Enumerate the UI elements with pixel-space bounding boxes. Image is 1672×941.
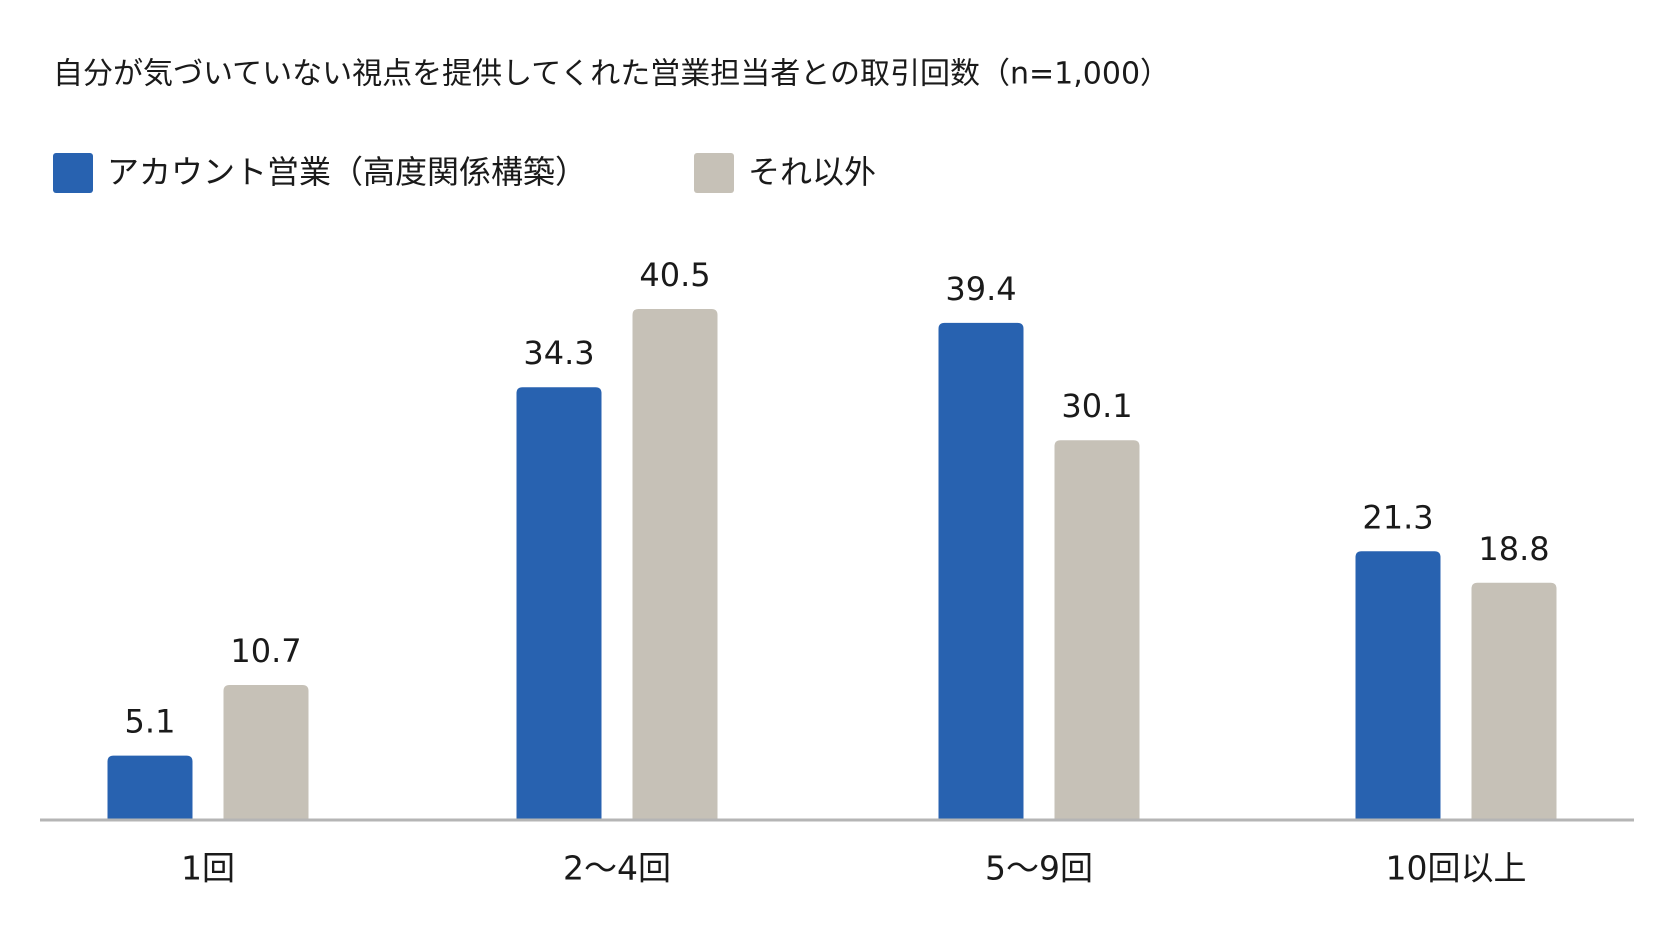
value-label: 5.1 [125,703,176,741]
value-label: 30.1 [1061,387,1132,425]
value-label: 10.7 [230,632,301,670]
legend-label: それ以外 [748,153,876,191]
bar [938,322,1024,820]
chart-title: 自分が気づいていない視点を提供してくれた営業担当者との取引回数（n=1,000） [53,57,1170,92]
bar [223,684,309,820]
value-label: 39.4 [945,270,1016,308]
legend-label: アカウント営業（高度関係構築） [107,153,587,191]
x-tick-label: 1回 [181,849,235,888]
bar [1355,551,1441,820]
bar [632,309,718,820]
bar [516,387,602,820]
bar [107,755,193,820]
value-label: 18.8 [1478,530,1549,568]
value-label: 40.5 [639,256,710,294]
legend-swatch [53,153,93,193]
bar [1054,440,1140,820]
value-label: 34.3 [523,334,594,372]
value-label: 21.3 [1362,498,1433,536]
x-tick-label: 2〜4回 [563,849,671,888]
bar [1471,582,1557,820]
x-tick-label: 10回以上 [1386,849,1527,888]
x-tick-label: 5〜9回 [985,849,1093,888]
legend-swatch [694,153,734,193]
